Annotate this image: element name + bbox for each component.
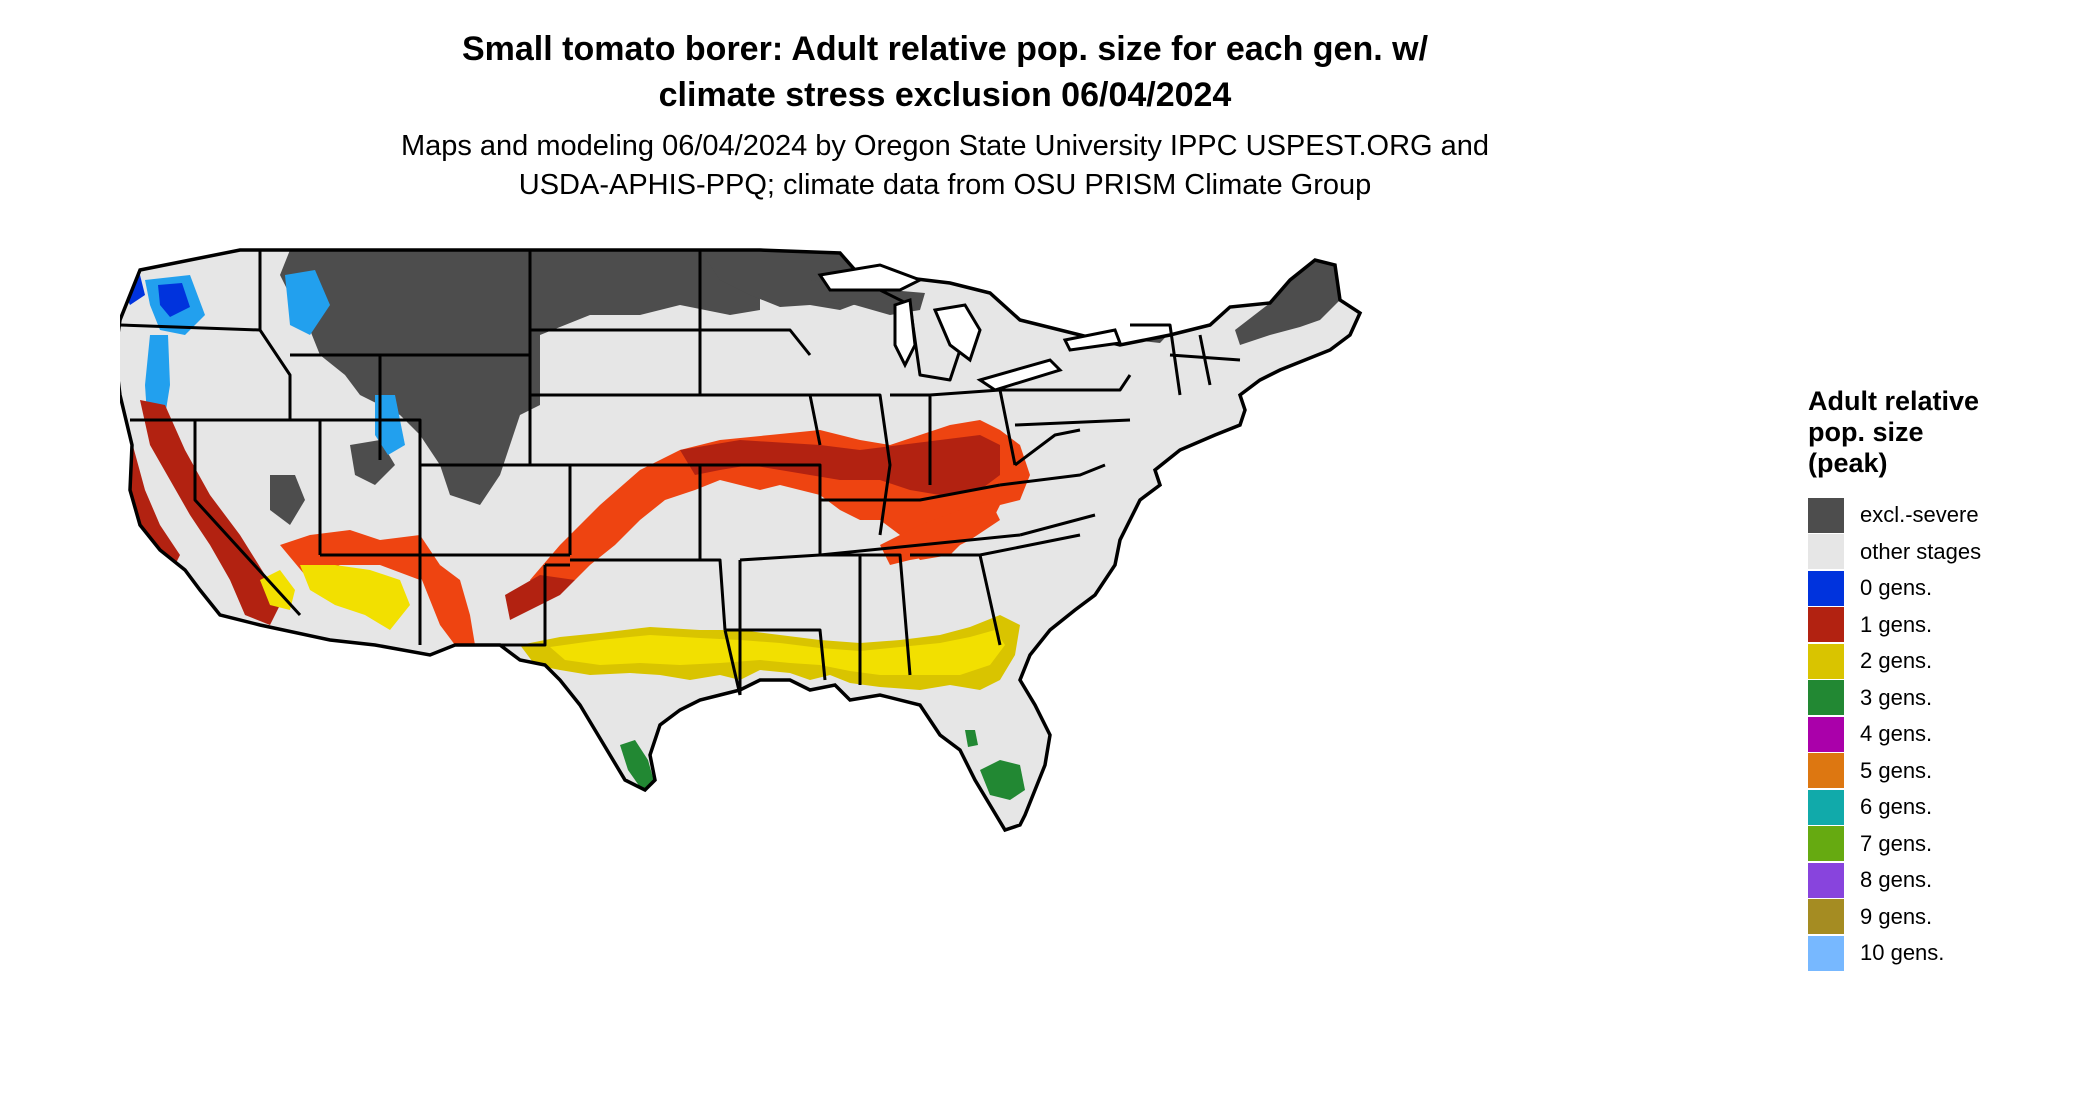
legend-swatch: [1808, 607, 1844, 643]
legend-swatch: [1808, 753, 1844, 789]
legend-label: 8 gens.: [1860, 867, 1933, 893]
legend-label: 10 gens.: [1860, 940, 1945, 966]
legend-item-9-gens: 9 gens.: [1808, 899, 2088, 936]
zero-gen-idaho-rockies: [285, 270, 330, 335]
map-subtitle-line-2: USDA-APHIS-PPQ; climate data from OSU PR…: [518, 169, 1372, 201]
legend-item-7-gens: 7 gens.: [1808, 826, 2088, 863]
legend-item-6-gens: 6 gens.: [1808, 789, 2088, 826]
lake-ontario: [1062, 328, 1123, 352]
map-subtitle: Maps and modeling 06/04/2024 by Oregon S…: [0, 127, 1890, 205]
legend-label: 9 gens.: [1860, 903, 1933, 929]
one-gen-midwest-core: [680, 435, 1000, 495]
legend-item-2-gens: 2 gens.: [1808, 643, 2088, 680]
border-mississippi-alabama: [820, 553, 912, 685]
border-dakotas: [528, 250, 700, 465]
great-lakes: [817, 263, 1123, 392]
excluded-northern-rockies-plains: [280, 250, 760, 505]
legend-item-10-gens: 10 gens.: [1808, 935, 2088, 972]
border-nevada-west: [193, 420, 302, 617]
legend-title-line-1: Adult relative: [1808, 386, 1980, 416]
map-title-line-1: Small tomato borer: Adult relative pop. …: [461, 30, 1429, 68]
border-utah: [318, 418, 422, 555]
excluded-nevada-patch: [270, 475, 305, 525]
border-four-corners-ns: [320, 465, 570, 645]
one-gen-west-texas: [505, 575, 575, 620]
legend-item-excl-severe: excl.-severe: [1808, 497, 2088, 534]
legend-swatch: [1808, 716, 1844, 752]
legend-item-3-gens: 3 gens.: [1808, 680, 2088, 717]
border-missouri: [700, 463, 822, 562]
legend-title-line-3: (peak): [1808, 448, 1888, 478]
three-gen-regions: [620, 730, 1025, 800]
legend-item-4-gens: 4 gens.: [1808, 716, 2088, 753]
legend-swatch: [1808, 680, 1844, 716]
border-idaho-east: [258, 250, 292, 420]
lake-erie: [976, 358, 1063, 392]
legend-item-5-gens: 5 gens.: [1808, 753, 2088, 790]
one-gen-appalachian-south: [880, 500, 1000, 565]
legend-title: Adult relative pop. size (peak): [1808, 386, 2088, 479]
legend-label: excl.-severe: [1860, 502, 1979, 528]
legend-swatch: [1808, 862, 1844, 898]
legend-title-line-2: pop. size: [1808, 417, 1924, 447]
one-gen-central-valley: [140, 400, 280, 625]
map-title: Small tomato borer: Adult relative pop. …: [0, 26, 1890, 118]
state-borders: [120, 250, 1241, 696]
lake-michigan: [893, 297, 917, 369]
legend-label: other stages: [1860, 538, 1982, 564]
legend-swatch: [1808, 570, 1844, 606]
two-gen-gulf-belt-bright: [550, 630, 1005, 675]
excluded-regions: [270, 250, 1340, 525]
border-pennsylvania-ny: [1000, 374, 1132, 427]
border-virginia-wv: [999, 428, 1106, 487]
border-arkansas-louisiana: [725, 560, 827, 695]
legend-swatch: [1808, 643, 1844, 679]
us-map: [120, 248, 1362, 832]
legend-item-0-gens: 0 gens.: [1808, 570, 2088, 607]
legend: Adult relative pop. size (peak) excl.-se…: [1808, 386, 2088, 972]
zero-gen-utah-strip: [375, 395, 405, 455]
border-oklahoma: [545, 558, 727, 631]
legend-swatch: [1808, 497, 1844, 533]
three-gen-south-texas: [620, 740, 655, 790]
legend-swatch: [1808, 789, 1844, 825]
border-carolinas: [979, 513, 1096, 557]
legend-label: 6 gens.: [1860, 794, 1933, 820]
legend-label: 0 gens.: [1860, 575, 1933, 601]
legend-label: 4 gens.: [1860, 721, 1933, 747]
border-wa-south: [120, 323, 261, 332]
map-title-line-2: climate stress exclusion 06/04/2024: [658, 76, 1232, 114]
excluded-utah-patch: [350, 440, 395, 485]
legend-label: 5 gens.: [1860, 757, 1933, 783]
border-new-england: [1130, 323, 1241, 396]
map-fill-layers: [120, 250, 1360, 830]
legend-item-8-gens: 8 gens.: [1808, 862, 2088, 899]
legend-label: 3 gens.: [1860, 684, 1933, 710]
three-gen-south-florida: [980, 760, 1025, 800]
border-kentucky-tennessee: [819, 483, 1021, 557]
legend-swatch: [1808, 899, 1844, 935]
two-gen-southern-arizona: [300, 565, 410, 630]
three-gen-florida-west: [965, 730, 978, 747]
one-gen-new-mexico: [420, 565, 475, 645]
map-subtitle-line-1: Maps and modeling 06/04/2024 by Oregon S…: [400, 130, 1490, 162]
zero-gen-cascades-core: [158, 283, 190, 317]
legend-label: 1 gens.: [1860, 611, 1933, 637]
legend-swatch: [1808, 534, 1844, 570]
legend-item-1-gens: 1 gens.: [1808, 607, 2088, 644]
lake-superior: [817, 263, 924, 292]
legend-swatch: [1808, 826, 1844, 862]
legend-item-other-stages: other stages: [1808, 534, 2088, 571]
legend-label: 7 gens.: [1860, 830, 1933, 856]
legend-label: 2 gens.: [1860, 648, 1933, 674]
legend-swatch: [1808, 935, 1844, 971]
excluded-maine: [1235, 260, 1340, 345]
lake-huron: [932, 303, 982, 363]
